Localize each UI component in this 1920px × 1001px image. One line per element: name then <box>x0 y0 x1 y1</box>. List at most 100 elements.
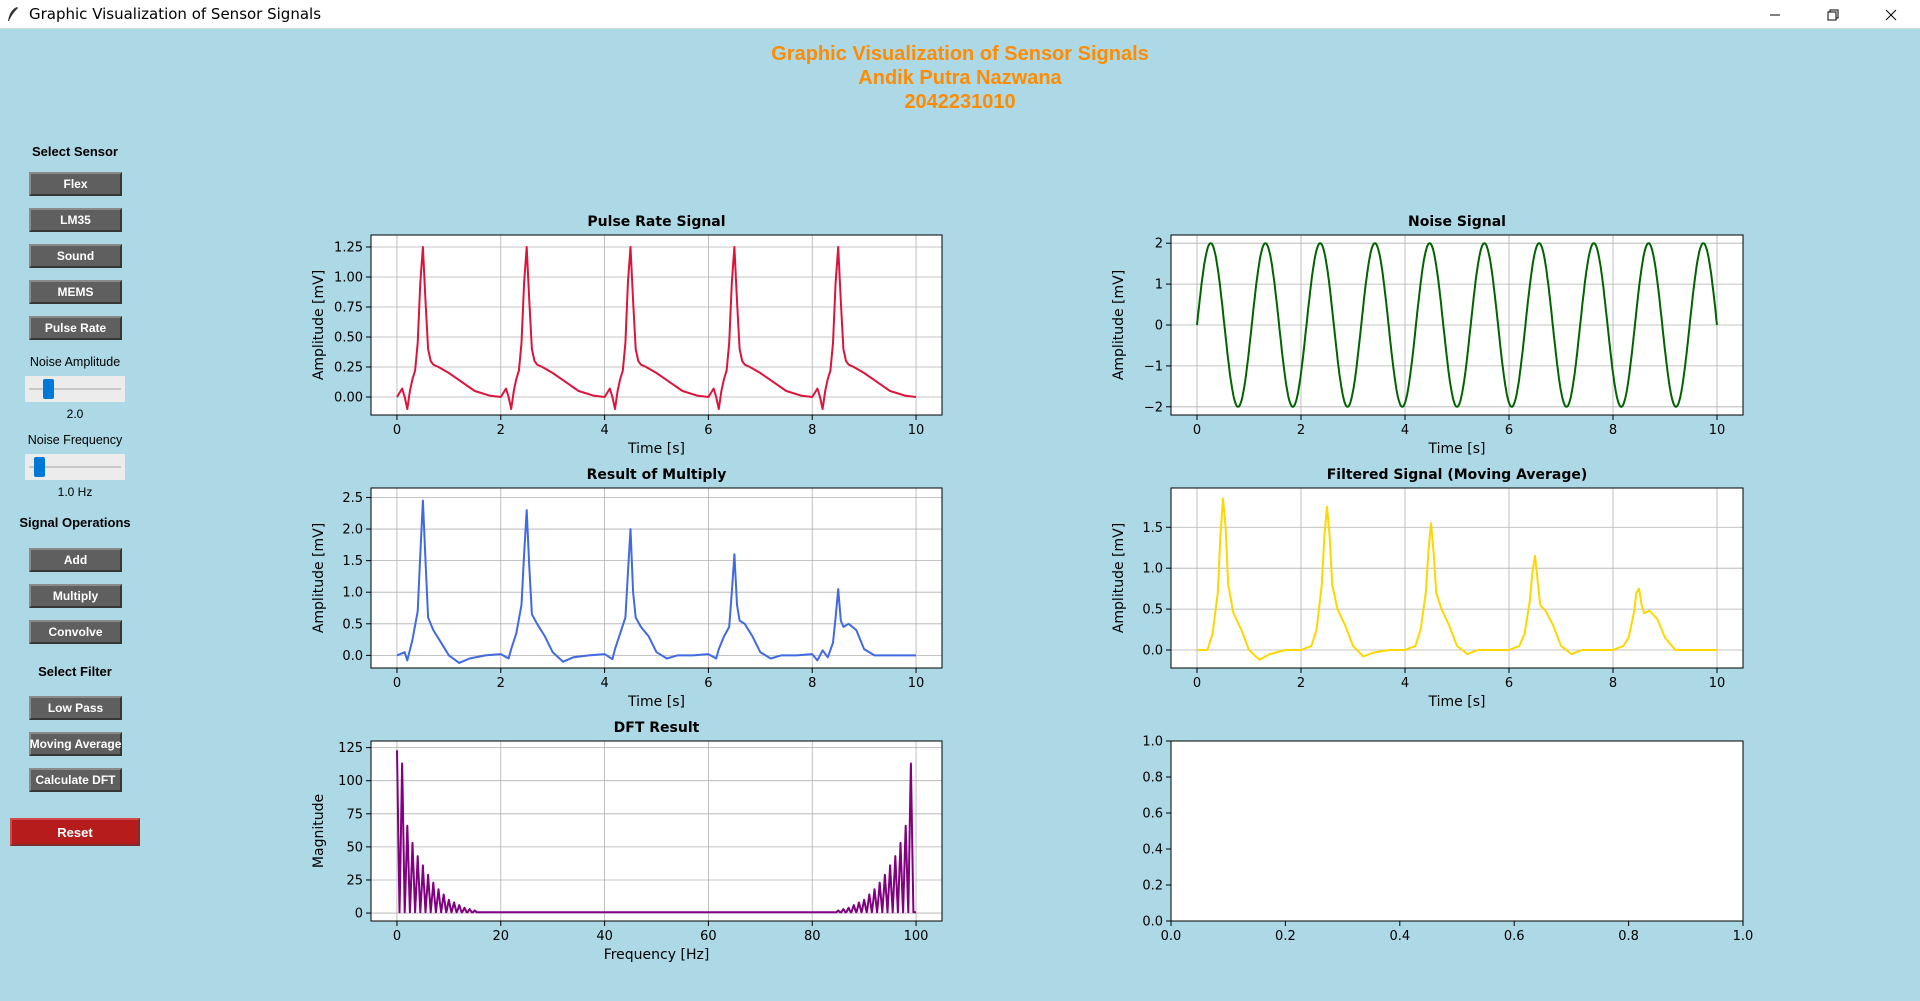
multiply-button[interactable]: Multiply <box>29 584 122 608</box>
x-tick-label: 6 <box>1505 676 1513 691</box>
noise-amplitude-label: Noise Amplitude <box>29 355 121 369</box>
x-tick-label: 0 <box>393 929 401 944</box>
x-tick-label: 2 <box>497 423 505 438</box>
sensor-sound-button[interactable]: Sound <box>29 244 122 268</box>
slider-thumb[interactable] <box>33 457 45 477</box>
chart-empty: 0.0 0.2 0.4 0.6 0.8 1.0 0.0 0.2 0.4 0.6 0.8 1.0 <box>1142 735 1753 945</box>
moving-average-button[interactable]: Moving Average <box>29 732 122 756</box>
y-tick-label: 0.00 <box>334 391 363 406</box>
y-axis-label: Magnitude <box>311 794 327 868</box>
header-title: Graphic Visualization of Sensor Signals <box>771 43 1149 65</box>
plot-area <box>1171 488 1743 668</box>
series-line-noise <box>1196 242 1718 408</box>
x-axis-label: Frequency [Hz] <box>604 947 710 963</box>
noise-frequency-slider[interactable] <box>25 454 125 480</box>
y-tick-label: 125 <box>338 741 363 756</box>
x-axis-label: Time [s] <box>1428 694 1486 710</box>
y-axis-label: Amplitude [mV] <box>1111 523 1127 633</box>
x-tick-label: 2 <box>497 676 505 691</box>
close-icon <box>1885 9 1897 20</box>
series-line-filtered <box>1197 497 1717 661</box>
x-tick-label: 10 <box>908 676 925 691</box>
x-tick-label: 10 <box>908 423 925 438</box>
x-tick-label: 1.0 <box>1733 929 1754 944</box>
y-tick-label: 1.5 <box>1142 521 1163 536</box>
chart-title: Pulse Rate Signal <box>587 214 725 230</box>
y-tick-label: 1 <box>1155 278 1163 293</box>
x-tick-label: 0 <box>1193 423 1201 438</box>
select-sensor-heading: Select Sensor <box>32 144 118 159</box>
low-pass-button[interactable]: Low Pass <box>29 696 122 720</box>
y-tick-label: 0.0 <box>1142 644 1163 659</box>
x-tick-label: 0.2 <box>1275 929 1296 944</box>
noise-amplitude-value: 2.0 <box>66 407 84 421</box>
y-tick-label: 0.5 <box>342 617 363 632</box>
x-tick-label: 4 <box>1401 676 1409 691</box>
y-tick-label: 0.0 <box>342 649 363 664</box>
window-titlebar: Graphic Visualization of Sensor Signals <box>0 0 1920 29</box>
y-tick-label: 0.8 <box>1142 771 1163 786</box>
restore-icon <box>1827 9 1839 20</box>
y-tick-label: −1 <box>1144 359 1163 374</box>
series-line-multiply <box>396 499 916 664</box>
axes-frame <box>370 487 943 669</box>
x-tick-label: 4 <box>600 676 608 691</box>
plot-area <box>371 235 942 415</box>
sensor-lm35-button[interactable]: LM35 <box>29 208 122 232</box>
y-tick-label: 0.25 <box>334 361 363 376</box>
minimize-icon <box>1770 14 1780 15</box>
convolve-button[interactable]: Convolve <box>29 620 122 644</box>
reset-button[interactable]: Reset <box>10 818 140 846</box>
calculate-dft-button[interactable]: Calculate DFT <box>29 768 122 792</box>
app-feather-icon <box>8 7 18 21</box>
slider-thumb[interactable] <box>42 379 54 399</box>
noise-amplitude-slider[interactable] <box>25 376 125 402</box>
x-tick-label: 0.6 <box>1504 929 1525 944</box>
x-tick-label: 0 <box>393 423 401 438</box>
y-axis-label: Amplitude [mV] <box>311 270 327 380</box>
y-tick-label: 0.6 <box>1142 807 1163 822</box>
chart-dft: 0 20 40 60 80 100 0 25 50 75 100 125 DFT Result Frequ… <box>311 720 943 963</box>
y-axis-label: Amplitude [mV] <box>311 523 327 633</box>
series-line-dft <box>396 750 917 914</box>
x-tick-label: 8 <box>1609 676 1617 691</box>
x-tick-label: 40 <box>596 929 613 944</box>
x-tick-label: 2 <box>1297 423 1305 438</box>
y-tick-label: 1.5 <box>342 554 363 569</box>
close-button[interactable] <box>1862 0 1920 29</box>
minimize-button[interactable] <box>1746 0 1804 29</box>
y-tick-label: 0.4 <box>1142 843 1163 858</box>
restore-button[interactable] <box>1804 0 1862 29</box>
x-tick-label: 10 <box>1709 676 1726 691</box>
window-title: Graphic Visualization of Sensor Signals <box>29 5 322 23</box>
plot-area <box>1171 741 1743 921</box>
y-tick-label: 2.0 <box>342 523 363 538</box>
chart-title: Filtered Signal (Moving Average) <box>1327 467 1588 483</box>
y-tick-label: 1.0 <box>342 586 363 601</box>
x-tick-label: 4 <box>600 423 608 438</box>
y-tick-label: 1.0 <box>1142 735 1163 750</box>
add-button[interactable]: Add <box>29 548 122 572</box>
x-tick-label: 0.0 <box>1161 929 1182 944</box>
y-tick-label: −2 <box>1144 400 1163 415</box>
y-tick-label: 1.00 <box>334 271 363 286</box>
y-tick-label: 50 <box>346 840 363 855</box>
y-axis-label: Amplitude [mV] <box>1111 270 1127 380</box>
chart-title: DFT Result <box>614 720 700 736</box>
x-tick-label: 6 <box>704 676 712 691</box>
chart-filtered: 0 2 4 6 8 10 0.0 0.5 1.0 1.5 Filtered Signal (Movi… <box>1111 467 1744 710</box>
signal-operations-heading: Signal Operations <box>19 515 131 530</box>
sensor-flex-button[interactable]: Flex <box>29 172 122 196</box>
x-tick-label: 6 <box>704 423 712 438</box>
y-tick-label: 0 <box>355 907 363 922</box>
slider-track <box>29 466 121 468</box>
y-tick-label: 100 <box>338 774 363 789</box>
sensor-mems-button[interactable]: MEMS <box>29 280 122 304</box>
sensor-pulse-rate-button[interactable]: Pulse Rate <box>29 316 122 340</box>
x-axis-label: Time [s] <box>627 441 685 457</box>
axes-frame <box>1170 234 1744 416</box>
chart-noise: 0 2 4 6 8 10 −2 −1 0 1 2 Noise Signal Time [s] Amplit… <box>1111 214 1744 457</box>
chart-pulse: 0 2 4 6 8 10 0.00 0.25 0.50 0.75 1.00 1.25 Pulse Rat… <box>311 214 943 457</box>
chart-title: Noise Signal <box>1408 214 1506 230</box>
